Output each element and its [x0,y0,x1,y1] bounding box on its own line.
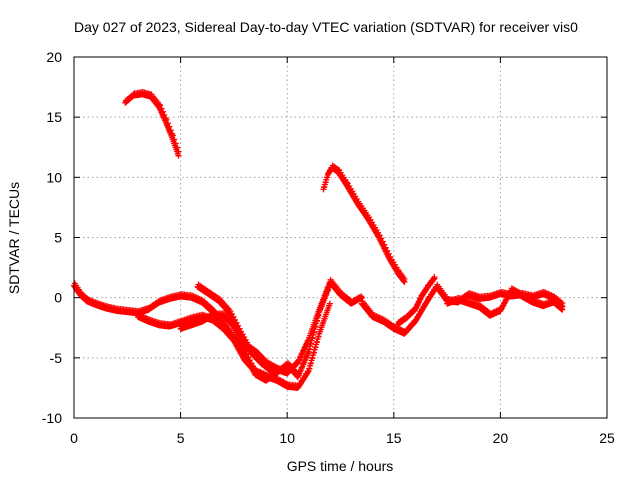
series-arc-h [395,274,438,328]
data-point-marker [304,369,311,376]
y-tick-label: 10 [46,169,62,185]
data-point-marker [175,152,182,159]
data-point-marker [306,365,313,372]
data-point-marker [313,338,320,345]
y-tick-label: 15 [46,109,62,125]
chart-title: Day 027 of 2023, Sidereal Day-to-day VTE… [74,19,578,35]
data-point-marker [431,275,438,282]
x-tick-label: 10 [279,430,295,446]
y-tick-label: -10 [42,410,62,426]
series-arc-i [444,285,566,319]
data-point-marker [309,334,316,341]
x-tick-labels: 0 5 10 15 20 25 [70,430,615,446]
data-point-marker [401,279,408,286]
data-point-marker [307,360,314,367]
series-arc-g [358,281,566,337]
x-tick-label: 15 [386,430,402,446]
data-point-marker [358,294,365,301]
data-point-marker [559,306,566,313]
y-tick-labels: -10 -5 0 5 10 15 20 [42,49,62,426]
data-point-marker [306,345,313,352]
x-axis-label: GPS time / hours [287,458,394,474]
y-axis-label: SDTVAR / TECUs [6,182,22,294]
data-point-marker [309,354,316,361]
data-point-marker [310,328,317,335]
data-point-marker [307,340,314,347]
data-point-marker [313,317,320,324]
x-tick-label: 0 [70,430,78,446]
data-point-marker [312,344,319,351]
series-arc-e [177,282,333,384]
axis-ticks [73,56,608,419]
x-tick-label: 5 [177,430,185,446]
data-points [71,89,566,391]
y-tick-label: 5 [54,230,62,246]
data-point-marker [269,369,276,376]
data-point-marker [310,349,317,356]
series-arc-f [194,281,276,376]
x-tick-label: 20 [493,430,509,446]
data-point-marker [326,282,333,289]
y-tick-label: 0 [54,290,62,306]
y-tick-label: 20 [46,49,62,65]
data-point-marker [315,333,322,340]
grid-lines [74,57,607,418]
x-tick-label: 25 [599,430,615,446]
y-tick-label: -5 [50,350,63,366]
data-point-marker [315,311,322,318]
data-point-marker [326,300,333,307]
series-arc-b [320,162,408,286]
data-point-marker [312,323,319,330]
series-arc-a [122,89,182,159]
